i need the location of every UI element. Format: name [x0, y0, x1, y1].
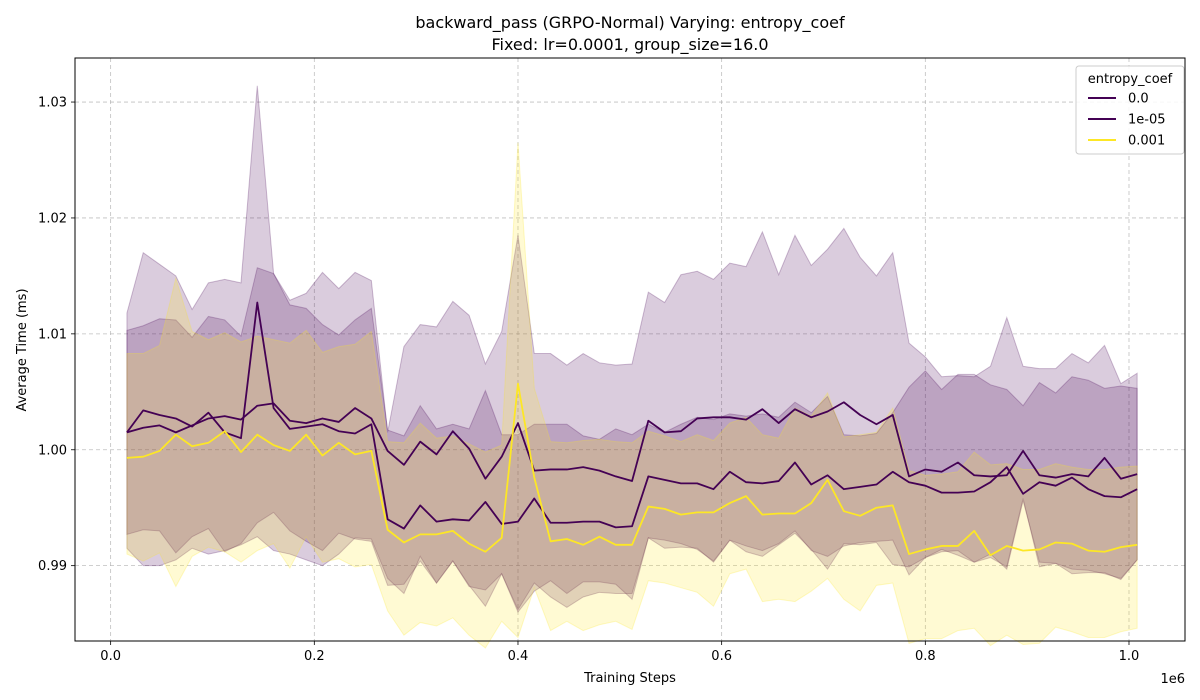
legend-label: 0.0: [1128, 92, 1149, 107]
series-line-2: [126, 382, 1138, 557]
legend-label: 1e-05: [1128, 113, 1166, 128]
legend-items: 0.0 1e-05 0.001: [1088, 92, 1166, 149]
y-tick-label: 0.99: [38, 559, 67, 574]
confidence-band-2: [126, 142, 1138, 649]
x-tick-label: 0.8: [915, 649, 936, 664]
y-axis-ticks: 0.99 1.00 1.01 1.02 1.03: [38, 96, 75, 574]
legend-label: 0.001: [1128, 134, 1165, 149]
x-tick-label: 0.6: [711, 649, 732, 664]
y-tick-label: 1.00: [38, 443, 67, 458]
chart-subtitle: Fixed: lr=0.0001, group_size=16.0: [491, 35, 768, 55]
plot-area-frame: [74, 57, 1186, 642]
confidence-bands: [126, 85, 1138, 649]
y-tick-label: 1.03: [38, 96, 67, 111]
y-axis-label: Average Time (ms): [15, 288, 30, 411]
x-axis-label: Training Steps: [583, 671, 676, 686]
x-tick-label: 1.0: [1119, 649, 1140, 664]
x-tick-label: 0.2: [304, 649, 325, 664]
x-tick-label: 0.4: [508, 649, 529, 664]
x-axis-ticks: 0.0 0.2 0.4 0.6 0.8 1.0: [100, 641, 1139, 664]
confidence-band-0: [126, 267, 1138, 613]
legend-box: [1075, 65, 1185, 155]
x-axis-offset-label: 1e6: [1160, 672, 1185, 687]
x-tick-label: 0.0: [100, 649, 121, 664]
chart-title: backward_pass (GRPO-Normal) Varying: ent…: [415, 13, 845, 33]
y-tick-label: 1.01: [38, 327, 67, 342]
series-lines: [126, 301, 1138, 557]
legend-title: entropy_coef: [1088, 72, 1173, 87]
series-line-0: [126, 301, 1138, 530]
legend: entropy_coef 0.0 1e-05 0.001: [1075, 65, 1185, 155]
grid-lines: [75, 58, 1185, 641]
series-line-1: [126, 401, 1138, 482]
y-tick-label: 1.02: [38, 211, 67, 226]
